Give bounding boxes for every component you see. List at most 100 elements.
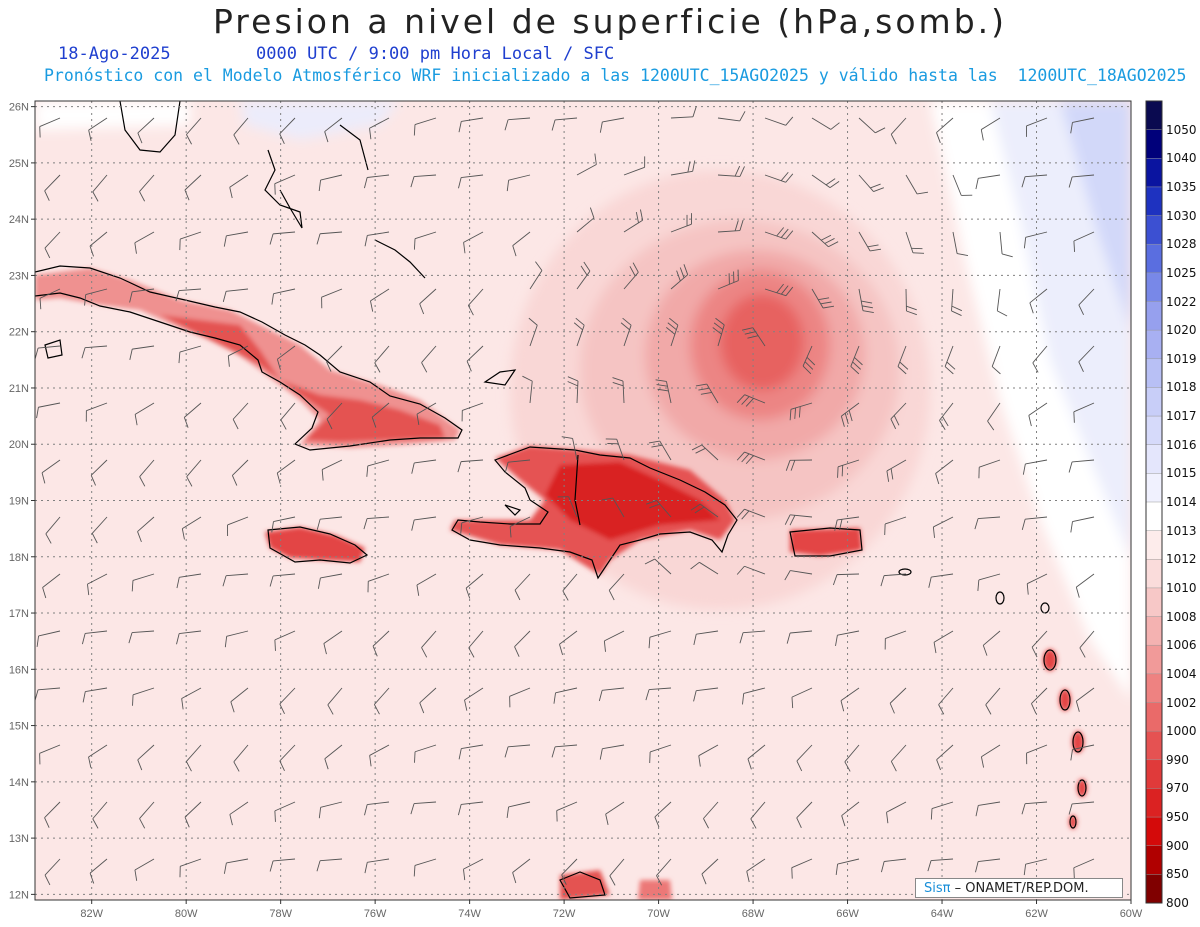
lat-label: 17N (9, 608, 29, 620)
wind-barb (91, 516, 108, 544)
wind-barb (576, 153, 597, 176)
wind-barb (556, 801, 578, 822)
colorbar-label: 1012 (1166, 552, 1197, 567)
high-pressure-shading (35, 101, 1131, 700)
wind-barb (89, 858, 108, 884)
wind-barb (44, 231, 61, 259)
bahamas-eleuthera (339, 124, 369, 171)
colorbar-swatch (1146, 444, 1162, 474)
wind-barb (561, 858, 578, 885)
wind-barb (884, 516, 907, 535)
wind-barb (835, 630, 860, 647)
wind-barb (274, 801, 296, 822)
wind-barb (413, 858, 437, 877)
wind-barb (811, 117, 840, 130)
wind-barb (463, 231, 484, 254)
lon-label: 78W (269, 908, 292, 920)
credit-brand: Sisπ (924, 881, 951, 896)
colorbar-label: 1016 (1166, 437, 1197, 452)
wind-barb (231, 459, 249, 486)
colorbar-swatch (1146, 788, 1162, 818)
wind-barb (279, 117, 296, 144)
wind-barb (363, 174, 390, 189)
wind-barb (528, 317, 538, 347)
wind-barb (840, 402, 860, 427)
latitude-labels: 26N 25N 24N 23N 22N 21N 20N 19N 18N 17N 16N 15N 14N 1… (9, 102, 35, 901)
wind-barb (576, 207, 595, 233)
wind-barb (87, 573, 108, 596)
wind-barb (928, 573, 954, 588)
wind-barb (90, 459, 108, 486)
wind-barb (1023, 858, 1048, 876)
wind-barb (318, 174, 343, 192)
wind-barb (229, 801, 249, 826)
wind-barb (232, 402, 249, 430)
wind-barb (598, 687, 625, 702)
wind-barb (717, 165, 745, 177)
puerto-rico-coast (789, 527, 863, 557)
wind-barb (975, 174, 1001, 190)
wind-barb (858, 174, 884, 192)
wind-barb (746, 858, 766, 883)
wind-barb (886, 801, 907, 824)
colorbar-swatch (1146, 416, 1162, 446)
wind-barb (410, 174, 437, 188)
wind-barb (605, 801, 625, 825)
wind-barb (369, 117, 390, 140)
wind-barb (975, 858, 1001, 873)
wind-barb (92, 801, 108, 829)
wind-barb (186, 459, 202, 487)
wind-barb (271, 516, 296, 533)
colorbar-swatch (1146, 301, 1162, 331)
wind-barb (791, 858, 813, 879)
wind-barb (316, 858, 343, 872)
wind-barb (935, 459, 954, 485)
wind-barb (326, 402, 343, 430)
time-info: 0000 UTC / 9:00 pm Hora Local / SFC (256, 44, 615, 64)
colorbar-label: 1006 (1166, 638, 1197, 653)
wind-barb (1079, 630, 1095, 658)
wind-barb (504, 117, 531, 131)
wind-barb (693, 687, 719, 702)
wind-barb (690, 561, 719, 575)
hispaniola-coast (451, 446, 738, 580)
wind-barb (84, 288, 108, 306)
wind-barb (44, 174, 61, 201)
wind-barb (978, 459, 1001, 479)
wind-barb (129, 345, 155, 360)
colorbar-swatch (1146, 702, 1162, 732)
wind-barb (695, 383, 719, 404)
colorbar-swatch (1146, 101, 1162, 131)
map-area (35, 101, 1131, 900)
wind-barb (419, 288, 437, 315)
wind-barb (890, 402, 907, 430)
wind-barb (603, 630, 625, 652)
wind-barb (458, 174, 484, 189)
wind-barb (134, 858, 155, 881)
wind-barb (1026, 117, 1048, 137)
wind-barb (844, 744, 860, 772)
wind-barb (318, 801, 343, 819)
wind-barb (832, 573, 860, 586)
bahamas-long-island (374, 239, 426, 279)
colorbar-label: 1030 (1166, 208, 1197, 223)
wind-barb (36, 630, 61, 647)
colorbar-swatch (1146, 616, 1162, 646)
wind-barb (185, 744, 202, 772)
wind-barb (698, 744, 719, 767)
colorbar-label: 1020 (1166, 323, 1197, 338)
wind-barb (840, 687, 860, 712)
colorbar-swatch (1146, 587, 1162, 618)
land-shading (35, 268, 1087, 900)
colorbar-label: 1017 (1166, 409, 1197, 424)
wind-barb (36, 402, 61, 419)
wind-barb (509, 687, 531, 708)
wind-barb (644, 558, 672, 575)
wind-barb (1068, 459, 1095, 473)
wind-barb (811, 231, 839, 248)
coastlines (35, 101, 1087, 899)
colorbar-swatch (1146, 387, 1162, 417)
wind-barb (736, 451, 766, 465)
wind-barb (416, 402, 437, 426)
wind-barb (327, 687, 343, 715)
